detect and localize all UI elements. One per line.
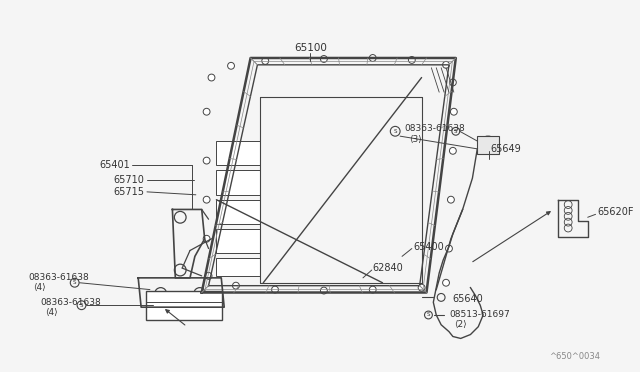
Text: 65649: 65649 xyxy=(490,144,521,154)
Bar xyxy=(477,136,499,154)
Bar xyxy=(216,141,260,166)
Text: 08363-61638: 08363-61638 xyxy=(40,298,101,307)
Circle shape xyxy=(271,286,278,293)
Text: 62840: 62840 xyxy=(372,263,403,273)
Bar xyxy=(216,200,260,224)
Text: 65710: 65710 xyxy=(114,175,145,185)
Circle shape xyxy=(262,58,269,64)
Text: ⟨2⟩: ⟨2⟩ xyxy=(454,320,467,329)
Circle shape xyxy=(228,62,234,69)
Text: 65400: 65400 xyxy=(414,241,445,251)
Circle shape xyxy=(443,279,449,286)
Text: ⟨4⟩: ⟨4⟩ xyxy=(34,283,46,292)
Text: 65401: 65401 xyxy=(99,160,130,170)
Circle shape xyxy=(369,286,376,293)
Text: S: S xyxy=(454,129,458,134)
Circle shape xyxy=(447,196,454,203)
Text: ⟨4⟩: ⟨4⟩ xyxy=(45,308,58,317)
Circle shape xyxy=(321,287,327,294)
Circle shape xyxy=(232,282,239,289)
Circle shape xyxy=(418,284,425,291)
Circle shape xyxy=(443,61,449,68)
Circle shape xyxy=(451,108,457,115)
Circle shape xyxy=(203,108,210,115)
Circle shape xyxy=(449,147,456,154)
Text: 65715: 65715 xyxy=(114,187,145,197)
Text: 65100: 65100 xyxy=(294,43,326,53)
Text: S: S xyxy=(73,280,76,285)
Circle shape xyxy=(203,235,210,242)
Circle shape xyxy=(203,196,210,203)
Text: 08363-61638: 08363-61638 xyxy=(404,124,465,133)
Circle shape xyxy=(203,157,210,164)
Circle shape xyxy=(408,57,415,63)
Text: S: S xyxy=(394,129,397,134)
Bar xyxy=(216,170,260,195)
Circle shape xyxy=(449,79,456,86)
Text: S: S xyxy=(80,303,83,308)
Bar xyxy=(216,229,260,253)
Text: 65620F: 65620F xyxy=(598,207,634,217)
Bar xyxy=(146,291,222,320)
Text: ⟨3⟩: ⟨3⟩ xyxy=(409,135,422,144)
Text: 08363-61638: 08363-61638 xyxy=(29,273,90,282)
Circle shape xyxy=(321,55,327,62)
Text: 08513-61697: 08513-61697 xyxy=(449,311,509,320)
Text: ^650^0034: ^650^0034 xyxy=(548,352,600,360)
Circle shape xyxy=(208,74,215,81)
Bar xyxy=(216,258,260,276)
Circle shape xyxy=(445,245,452,252)
Circle shape xyxy=(369,55,376,61)
Text: S: S xyxy=(427,312,430,317)
Circle shape xyxy=(205,272,212,279)
Text: 65640: 65640 xyxy=(453,294,484,304)
